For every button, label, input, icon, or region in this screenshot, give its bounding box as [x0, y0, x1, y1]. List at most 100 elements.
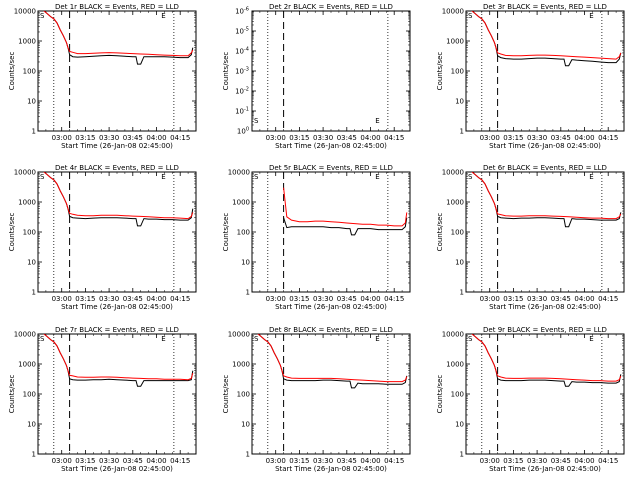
y-tick-label: 10000 [442, 8, 464, 16]
y-tick-label: 1000 [18, 199, 36, 207]
x-tick-label: 03:45 [337, 457, 357, 465]
y-tick-label: 10 [455, 259, 464, 267]
series-line-lld [43, 11, 194, 57]
y-tick-label: 10000 [14, 169, 36, 177]
x-axis-label: Start Time (26-Jan-08 02:45:00) [489, 465, 601, 473]
y-tick-label: 1000 [446, 199, 464, 207]
start-marker: S [40, 12, 45, 20]
x-tick-label: 03:15 [503, 134, 523, 142]
y-tick-label: 10000 [228, 331, 250, 339]
start-marker: S [468, 335, 473, 343]
plot-frame [37, 10, 197, 132]
x-tick-label: 03:30 [313, 134, 333, 142]
chart-panel-2: Det 2r BLACK = Events, RED = LLD 100 10-1 1… [222, 3, 411, 150]
start-marker: S [254, 173, 259, 181]
y-axis-label: Counts/sec [8, 213, 16, 252]
y-axis-label: Counts/sec [436, 375, 444, 414]
y-tick-label: 10-3 [235, 67, 249, 76]
x-axis-label: Start Time (26-Jan-08 02:45:00) [61, 303, 173, 311]
start-marker: S [468, 12, 473, 20]
x-tick-label: 03:30 [527, 457, 547, 465]
y-tick-label: 1 [460, 128, 464, 136]
x-tick-label: 04:00 [360, 134, 380, 142]
x-tick-label: 03:30 [313, 457, 333, 465]
chart-title: Det 8r BLACK = Events, RED = LLD [269, 326, 393, 334]
x-tick-label: 04:15 [384, 457, 404, 465]
y-tick-label: 100 [23, 229, 36, 237]
y-tick-label: 10 [27, 259, 36, 267]
x-tick-label: 03:45 [123, 295, 143, 303]
y-tick-label: 1 [460, 289, 464, 297]
chart-title: Det 9r BLACK = Events, RED = LLD [483, 326, 607, 334]
x-tick-label: 03:15 [289, 457, 309, 465]
end-marker: E [375, 173, 379, 181]
chart-panel-7: Det 7r BLACK = Events, RED = LLD 1 10 100 10… [8, 326, 197, 473]
chart-panel-5: Det 5r BLACK = Events, RED = LLD 1 10 100 10… [222, 164, 411, 311]
y-tick-label: 100 [23, 391, 36, 399]
y-axis-label: Counts/sec [222, 213, 230, 252]
plot-frame [251, 333, 411, 455]
series-line-lld [471, 11, 622, 60]
end-marker: E [589, 335, 593, 343]
x-axis-label: Start Time (26-Jan-08 02:45:00) [275, 303, 387, 311]
x-tick-label: 04:00 [574, 457, 594, 465]
x-tick-label: 04:15 [384, 295, 404, 303]
y-tick-label: 1 [32, 128, 36, 136]
y-tick-label: 100 [23, 68, 36, 76]
x-tick-label: 03:45 [551, 295, 571, 303]
x-tick-label: 03:45 [123, 134, 143, 142]
x-tick-label: 03:00 [480, 457, 500, 465]
end-marker: E [375, 117, 379, 125]
series-line-lld [257, 334, 408, 383]
y-tick-label: 100 [237, 391, 250, 399]
start-marker: S [40, 173, 45, 181]
x-tick-label: 04:15 [384, 134, 404, 142]
y-tick-label: 1000 [232, 361, 250, 369]
plot-frame [465, 171, 625, 293]
series-line-lld [43, 172, 194, 220]
y-tick-label: 1000 [446, 361, 464, 369]
y-tick-label: 10000 [14, 331, 36, 339]
chart-panel-3: Det 3r BLACK = Events, RED = LLD 1 10 100 10… [436, 3, 625, 150]
chart-panel-6: Det 6r BLACK = Events, RED = LLD 1 10 100 10… [436, 164, 625, 311]
y-tick-label: 1 [460, 451, 464, 459]
y-tick-label: 10-4 [235, 47, 249, 56]
x-tick-label: 03:30 [99, 295, 119, 303]
end-marker: E [161, 12, 165, 20]
x-tick-label: 03:45 [551, 457, 571, 465]
y-axis-label: Counts/sec [8, 375, 16, 414]
x-tick-label: 03:45 [337, 295, 357, 303]
x-tick-label: 03:00 [480, 134, 500, 142]
series-line-lld [283, 187, 408, 227]
x-tick-label: 03:00 [52, 134, 72, 142]
x-tick-label: 03:30 [99, 134, 119, 142]
x-tick-label: 03:15 [75, 295, 95, 303]
x-tick-label: 04:15 [170, 134, 190, 142]
end-marker: E [161, 173, 165, 181]
chart-title: Det 5r BLACK = Events, RED = LLD [269, 164, 393, 172]
y-tick-label: 1 [246, 451, 250, 459]
y-axis-label: Counts/sec [222, 375, 230, 414]
y-tick-label: 10000 [228, 169, 250, 177]
x-axis-label: Start Time (26-Jan-08 02:45:00) [275, 465, 387, 473]
x-tick-label: 03:30 [99, 457, 119, 465]
x-tick-label: 04:15 [598, 134, 618, 142]
series-line-lld [471, 172, 622, 220]
chart-title: Det 7r BLACK = Events, RED = LLD [55, 326, 179, 334]
plot-frame [37, 171, 197, 293]
y-tick-label: 10 [27, 98, 36, 106]
y-axis-label: Counts/sec [436, 213, 444, 252]
chart-title: Det 3r BLACK = Events, RED = LLD [483, 3, 607, 11]
x-axis-label: Start Time (26-Jan-08 02:45:00) [61, 465, 173, 473]
x-tick-label: 03:15 [75, 457, 95, 465]
start-marker: S [468, 173, 473, 181]
x-tick-label: 04:00 [360, 457, 380, 465]
chart-title: Det 2r BLACK = Events, RED = LLD [269, 3, 393, 11]
end-marker: E [589, 173, 593, 181]
x-axis-label: Start Time (26-Jan-08 02:45:00) [489, 303, 601, 311]
x-tick-label: 03:15 [75, 134, 95, 142]
x-tick-label: 03:30 [527, 134, 547, 142]
x-tick-label: 03:00 [266, 134, 286, 142]
x-axis-label: Start Time (26-Jan-08 02:45:00) [61, 142, 173, 150]
